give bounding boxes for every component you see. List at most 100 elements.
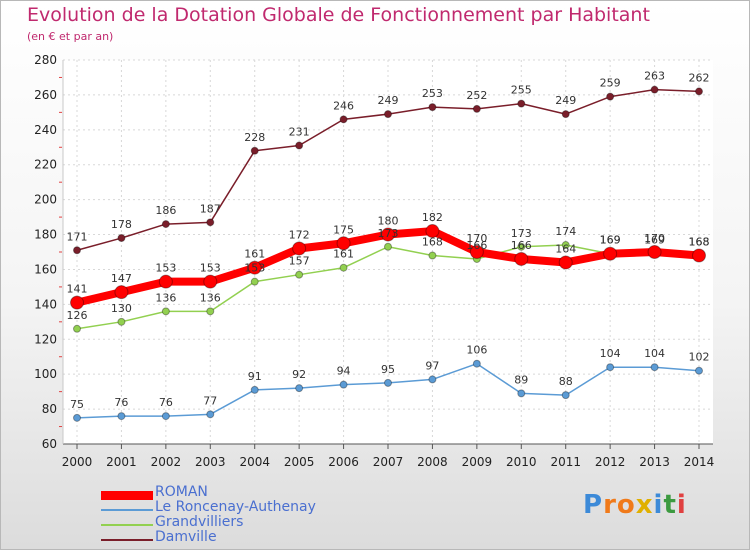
data-label-grandvilliers: 136 (200, 291, 221, 304)
data-point-grandvilliers (295, 270, 304, 279)
data-point-grandvilliers (561, 241, 570, 250)
data-label-roman: 164 (555, 242, 576, 255)
data-point-le-roncenay-authenay (472, 359, 481, 368)
data-label-le-roncenay-authenay: 75 (70, 398, 84, 411)
logo-letter: t (663, 490, 677, 520)
legend-label-grandvilliers: Grandvilliers (155, 514, 244, 530)
data-point-roman (203, 274, 218, 289)
data-point-le-roncenay-authenay (428, 375, 437, 384)
data-label-grandvilliers: 168 (689, 235, 710, 248)
data-label-damville: 171 (67, 230, 88, 243)
data-label-roman: 182 (422, 211, 443, 224)
y-tick-label: 260 (34, 88, 57, 102)
data-label-grandvilliers: 169 (600, 234, 621, 247)
data-label-damville: 178 (111, 218, 132, 231)
data-label-le-roncenay-authenay: 77 (203, 394, 217, 407)
data-point-le-roncenay-authenay (384, 378, 392, 387)
x-tick-label: 2007 (373, 455, 404, 469)
data-label-damville: 255 (511, 84, 532, 97)
data-label-damville: 259 (600, 77, 621, 90)
x-tick-label: 2013 (639, 455, 670, 469)
data-point-roman (292, 241, 307, 256)
legend-label-damville: Damville (155, 529, 217, 545)
y-tick-label: 120 (34, 332, 57, 346)
data-label-damville: 187 (200, 202, 221, 215)
x-tick-label: 2001 (106, 455, 137, 469)
data-point-le-roncenay-authenay (295, 384, 304, 393)
data-label-le-roncenay-authenay: 95 (381, 363, 395, 376)
y-tick-label: 80 (42, 402, 57, 416)
data-point-damville (472, 104, 481, 113)
x-tick-label: 2005 (284, 455, 315, 469)
legend-swatch-roman (101, 491, 153, 500)
data-label-damville: 246 (333, 99, 354, 112)
data-point-roman (514, 251, 529, 266)
data-label-damville: 252 (466, 89, 487, 102)
data-point-damville (695, 87, 703, 96)
data-point-le-roncenay-authenay (339, 380, 348, 389)
x-tick-label: 2004 (239, 455, 270, 469)
data-label-le-roncenay-authenay: 106 (466, 344, 487, 357)
logo-letter: x (635, 490, 654, 520)
data-label-damville: 262 (689, 71, 710, 84)
data-point-roman (70, 295, 84, 310)
data-point-damville (561, 110, 570, 119)
data-label-le-roncenay-authenay: 104 (644, 347, 665, 360)
y-tick-label: 100 (34, 367, 57, 381)
data-point-roman (247, 260, 262, 275)
data-point-roman (558, 255, 573, 270)
data-label-roman: 168 (689, 235, 710, 248)
logo-letter: o (616, 490, 636, 520)
data-label-damville: 231 (289, 126, 310, 139)
data-label-grandvilliers: 166 (466, 239, 487, 252)
data-point-grandvilliers (517, 242, 526, 251)
proxiti-logo: Proxiti (583, 490, 687, 520)
legend-label-le-roncenay-authenay: Le Roncenay-Authenay (155, 499, 316, 515)
data-point-grandvilliers (206, 307, 215, 316)
data-point-roman (692, 248, 706, 263)
y-tick-label: 160 (34, 262, 57, 276)
data-label-roman: 141 (67, 283, 88, 296)
data-label-le-roncenay-authenay: 104 (600, 347, 621, 360)
data-label-roman: 166 (511, 239, 532, 252)
data-point-le-roncenay-authenay (250, 385, 259, 394)
x-tick-label: 2002 (151, 455, 182, 469)
data-label-le-roncenay-authenay: 89 (514, 373, 528, 386)
data-point-damville (606, 92, 615, 101)
data-label-damville: 186 (155, 204, 176, 217)
data-point-damville (117, 234, 126, 243)
chart-subtitle: (en € et par an) (27, 30, 114, 43)
data-point-roman (381, 227, 395, 242)
legend-swatch-damville (101, 539, 153, 541)
legend-swatch-le-roncenay-authenay (101, 509, 153, 511)
data-point-grandvilliers (161, 307, 170, 316)
y-tick-label: 140 (34, 297, 57, 311)
data-label-roman: 180 (378, 215, 399, 228)
data-point-grandvilliers (384, 242, 392, 251)
data-label-roman: 175 (333, 223, 354, 236)
data-label-grandvilliers: 161 (333, 248, 354, 261)
y-tick-label: 240 (34, 123, 57, 137)
data-label-grandvilliers: 126 (67, 309, 88, 322)
data-label-grandvilliers: 174 (555, 225, 576, 238)
data-point-grandvilliers (339, 263, 348, 272)
data-point-damville (428, 103, 437, 112)
chart-title: Evolution de la Dotation Globale de Fonc… (27, 4, 650, 26)
legend-swatch-grandvilliers (101, 524, 153, 526)
data-point-le-roncenay-authenay (606, 363, 615, 372)
y-tick-label: 220 (34, 158, 57, 172)
data-label-roman: 170 (466, 232, 487, 245)
data-label-le-roncenay-authenay: 92 (292, 368, 306, 381)
data-label-le-roncenay-authenay: 94 (337, 365, 351, 378)
data-label-le-roncenay-authenay: 97 (425, 359, 439, 372)
logo-letter: P (583, 490, 604, 520)
data-point-damville (250, 146, 259, 155)
data-point-le-roncenay-authenay (561, 391, 570, 400)
x-tick-label: 2011 (550, 455, 581, 469)
data-point-le-roncenay-authenay (695, 366, 703, 375)
data-label-roman: 153 (155, 262, 176, 275)
data-label-damville: 253 (422, 87, 443, 100)
data-label-le-roncenay-authenay: 91 (248, 370, 262, 383)
data-point-damville (339, 115, 348, 124)
